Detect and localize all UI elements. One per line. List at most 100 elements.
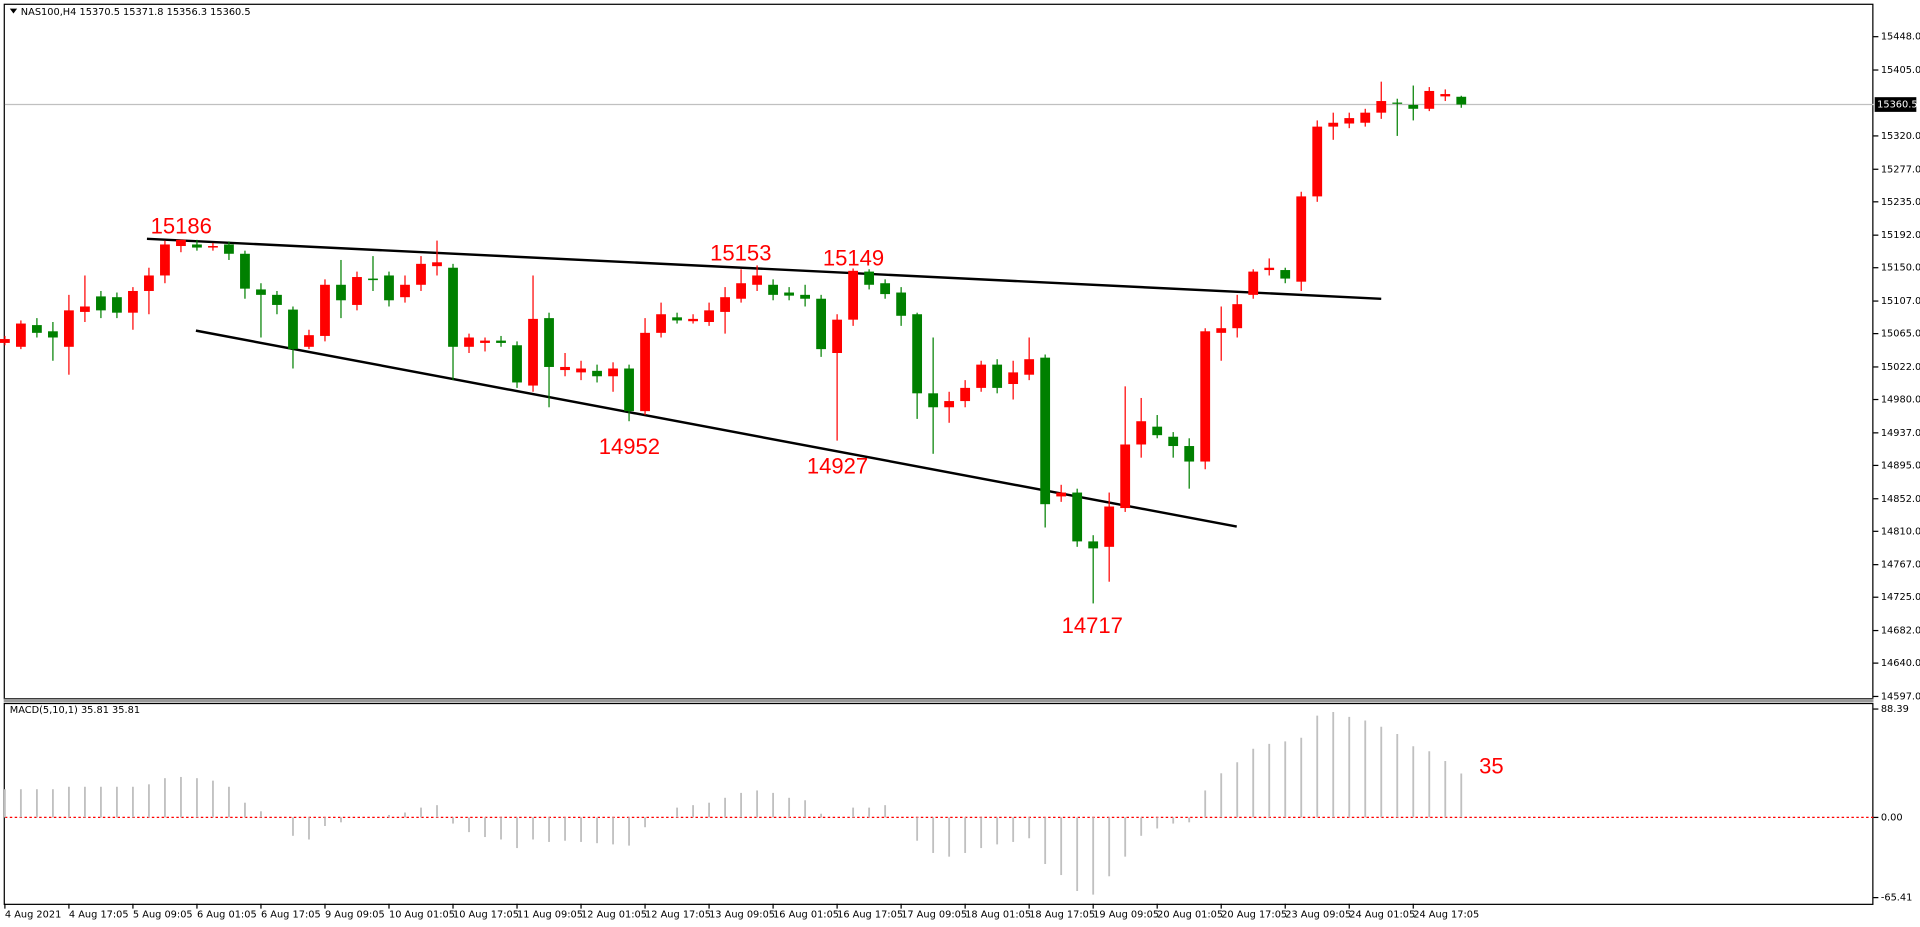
- candle-body: [48, 331, 58, 338]
- candle-body: [976, 364, 987, 388]
- candle-body: [560, 366, 570, 371]
- candle-body: [1248, 271, 1259, 295]
- x-tick-label: 20 Aug 17:05: [1221, 910, 1287, 921]
- panel-separator: [3, 698, 1874, 703]
- candle-body: [320, 284, 330, 336]
- x-tick-label: 16 Aug 17:05: [837, 910, 903, 921]
- candle-body: [288, 309, 298, 350]
- candle-body: [240, 253, 250, 289]
- candle-body: [1376, 101, 1387, 113]
- candle-body: [1232, 304, 1243, 329]
- candle-body: [960, 387, 971, 402]
- y-tick-label: 15405.0: [1881, 65, 1920, 76]
- candle-body: [688, 318, 698, 322]
- x-tick-label: 18 Aug 17:05: [1029, 910, 1095, 921]
- x-tick-label: 23 Aug 09:05: [1285, 910, 1351, 921]
- y-tick-label: 14682.0: [1881, 626, 1920, 637]
- candle-body: [1104, 506, 1115, 547]
- candle-body: [912, 314, 923, 394]
- candle-body: [1424, 90, 1435, 109]
- chart-header: NAS100,H4 15370.5 15371.8 15356.3 15360.…: [21, 7, 251, 18]
- y-tick-label: 15192.0: [1881, 230, 1920, 241]
- candle-body: [592, 370, 602, 377]
- candle-body: [336, 284, 346, 301]
- candle-body: [752, 275, 762, 285]
- candle-body: [896, 292, 907, 316]
- candle-body: [624, 368, 634, 412]
- trend-line: [146, 237, 1382, 301]
- price-annotation: 15186: [151, 214, 212, 239]
- candle-body: [368, 278, 378, 281]
- candle-body: [1152, 426, 1163, 436]
- candle-body: [784, 292, 794, 296]
- candle-body: [992, 364, 1003, 388]
- candle-body: [1216, 328, 1227, 333]
- candle-body: [432, 262, 442, 267]
- y-tick-label: 14597.0: [1881, 691, 1920, 702]
- candle-body: [160, 244, 170, 276]
- candle-body: [864, 271, 875, 285]
- candle-body: [1120, 444, 1131, 509]
- candle-body: [0, 339, 10, 343]
- candle-body: [800, 294, 810, 299]
- x-tick-label: 20 Aug 01:05: [1157, 910, 1223, 921]
- y-tick-label: 14852.0: [1881, 494, 1920, 505]
- candle-body: [1008, 372, 1019, 385]
- y-tick-label: 15235.0: [1881, 197, 1920, 208]
- candle-body: [400, 284, 410, 298]
- candle-body: [304, 335, 314, 347]
- y-tick-label: 14895.0: [1881, 460, 1920, 471]
- candle-body: [128, 290, 138, 313]
- candle-body: [528, 318, 538, 386]
- candle-body: [144, 275, 154, 291]
- x-tick-label: 24 Aug 17:05: [1413, 910, 1479, 921]
- x-tick-label: 9 Aug 09:05: [325, 910, 385, 921]
- x-tick-label: 5 Aug 09:05: [133, 910, 193, 921]
- candle-body: [272, 294, 282, 305]
- candle-body: [384, 275, 394, 301]
- candle-body: [1040, 357, 1051, 505]
- candle-body: [1024, 359, 1035, 375]
- candle-body: [112, 297, 122, 313]
- candle-body: [1440, 94, 1451, 97]
- candle-body: [880, 283, 891, 295]
- y-tick-label: -65.41: [1881, 893, 1913, 904]
- candle-body: [544, 318, 554, 367]
- x-tick-label: 16 Aug 01:05: [773, 910, 839, 921]
- candle-body: [1056, 492, 1067, 497]
- candle-body: [832, 319, 843, 354]
- y-tick-label: 15022.0: [1881, 362, 1920, 373]
- x-tick-label: 24 Aug 01:05: [1349, 910, 1415, 921]
- candle-body: [1408, 104, 1419, 109]
- y-tick-label: 15150.0: [1881, 263, 1920, 274]
- candle-body: [1456, 96, 1467, 105]
- candle-body: [1200, 331, 1211, 462]
- candle-body: [656, 314, 666, 333]
- candle-body: [1088, 541, 1099, 549]
- y-tick-label: 14937.0: [1881, 428, 1920, 439]
- x-tick-label: 17 Aug 09:05: [901, 910, 967, 921]
- price-annotation: 14952: [599, 434, 660, 459]
- candle-body: [16, 323, 26, 347]
- x-tick-label: 6 Aug 17:05: [261, 910, 321, 921]
- y-tick-label: 14725.0: [1881, 592, 1920, 603]
- candle-body: [1168, 436, 1179, 447]
- candle-body: [608, 368, 618, 377]
- candle-body: [1344, 118, 1355, 124]
- y-tick-label: 15107.0: [1881, 296, 1920, 307]
- x-tick-label: 12 Aug 17:05: [645, 910, 711, 921]
- x-tick-label: 10 Aug 17:05: [453, 910, 519, 921]
- header-arrow: [9, 8, 18, 14]
- candle-body: [496, 340, 506, 343]
- candle-body: [192, 244, 202, 248]
- y-tick-label: 15320.0: [1881, 131, 1920, 142]
- price-annotation: 15149: [823, 245, 884, 270]
- candle-body: [448, 267, 458, 347]
- y-tick-label: 88.39: [1881, 704, 1909, 715]
- x-tick-label: 4 Aug 2021: [5, 910, 61, 921]
- price-annotation: 15153: [710, 241, 771, 266]
- candle-body: [224, 244, 234, 254]
- candle-body: [1328, 122, 1339, 127]
